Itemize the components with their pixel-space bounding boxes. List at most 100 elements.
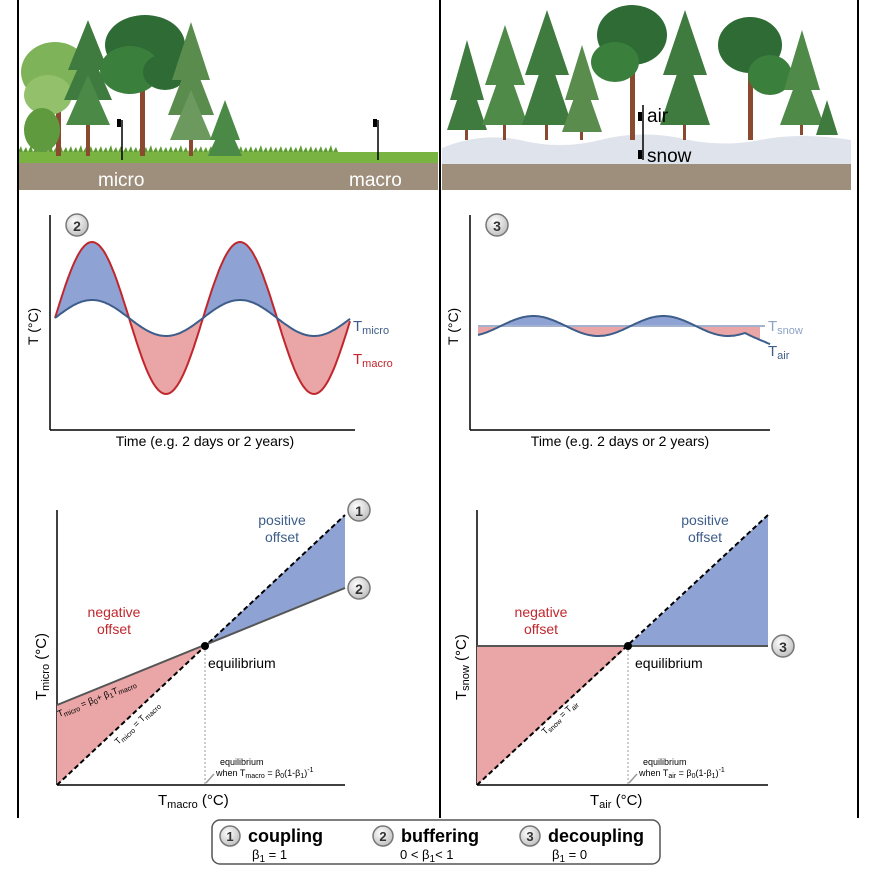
legend-formula: β1 = 0 bbox=[552, 847, 587, 865]
equilibrium-note-1: equilibrium bbox=[643, 757, 687, 767]
legend-item-decoupling: 3 decoupling β1 = 0 bbox=[519, 825, 644, 865]
negative-offset-label-2: offset bbox=[97, 621, 131, 637]
equilibrium-point bbox=[624, 642, 632, 650]
label-t-air: Tair bbox=[768, 343, 790, 362]
deciduous-tree-icon bbox=[591, 5, 667, 140]
negative-offset-fill bbox=[130, 318, 350, 394]
pine-tree-icon bbox=[447, 40, 487, 140]
svg-text:2: 2 bbox=[355, 581, 363, 597]
note-pointer bbox=[628, 773, 638, 784]
grass-left bbox=[18, 152, 438, 163]
svg-text:2: 2 bbox=[73, 218, 81, 234]
negative-offset-label-1: negative bbox=[88, 604, 141, 620]
deciduous-tree-icon bbox=[718, 17, 792, 140]
coupling-line bbox=[476, 514, 769, 786]
deciduous-tree-icon bbox=[100, 15, 187, 156]
pine-tree-icon bbox=[64, 20, 112, 156]
negative-offset-fill bbox=[478, 326, 760, 340]
scatter-right: equilibrium positive offset negative off… bbox=[453, 510, 795, 811]
label-air: air bbox=[647, 106, 669, 127]
positive-offset-label-2: offset bbox=[688, 529, 722, 545]
legend-box bbox=[211, 819, 661, 865]
badge-2-icon bbox=[372, 825, 394, 847]
label-micro: micro bbox=[98, 170, 144, 191]
legend-title: coupling bbox=[248, 826, 323, 846]
y-axis-label: T (°C) bbox=[445, 308, 461, 345]
svg-text:3: 3 bbox=[526, 829, 533, 844]
equilibrium-note-1: equilibrium bbox=[220, 757, 264, 767]
svg-text:2: 2 bbox=[379, 829, 386, 844]
equilibrium-note-2: when Tair = β0(1-β1)-1 bbox=[638, 767, 725, 780]
legend-formula: β1 = 1 bbox=[252, 847, 287, 865]
legend-title: decoupling bbox=[548, 826, 644, 846]
scatter-left: equilibrium positive offset negative off… bbox=[33, 498, 371, 811]
line-t-micro bbox=[54, 299, 351, 337]
equilibrium-label: equilibrium bbox=[208, 655, 276, 671]
badge-3-icon: 3 bbox=[771, 634, 795, 658]
grass-blades-left bbox=[18, 145, 338, 152]
label-snow: snow bbox=[647, 146, 692, 167]
negative-offset-label-2: offset bbox=[524, 621, 558, 637]
x-axis-label: Tair (°C) bbox=[590, 792, 642, 811]
x-axis-label: Time (e.g. 2 days or 2 years) bbox=[116, 433, 294, 449]
equilibrium-label: equilibrium bbox=[635, 655, 703, 671]
legend-item-coupling: 1 coupling β1 = 1 bbox=[219, 825, 323, 865]
badge-1-icon bbox=[219, 825, 241, 847]
note-pointer bbox=[205, 773, 215, 784]
positive-offset-fill bbox=[628, 515, 768, 646]
pine-tree-icon bbox=[660, 10, 710, 140]
legend-formula: 0 < β1< 1 bbox=[400, 847, 454, 865]
coupling-line bbox=[56, 514, 346, 786]
x-axis-label: Time (e.g. 2 days or 2 years) bbox=[531, 433, 709, 449]
legend-item-buffering: 2 buffering 0 < β1< 1 bbox=[372, 825, 479, 865]
sensor-macro-icon bbox=[373, 119, 379, 160]
badge-2-icon: 2 bbox=[65, 213, 89, 237]
badge-3-icon bbox=[519, 825, 541, 847]
positive-offset-label-1: positive bbox=[681, 512, 729, 528]
positive-offset-label-1: positive bbox=[258, 512, 306, 528]
ground-left bbox=[18, 162, 438, 190]
label-t-macro: Tmacro bbox=[353, 351, 393, 370]
legend-title: buffering bbox=[401, 826, 479, 846]
ground-right bbox=[442, 162, 851, 190]
svg-text:1: 1 bbox=[226, 829, 233, 844]
x-axis-label: Tmacro (°C) bbox=[158, 792, 229, 811]
positive-offset-fill bbox=[502, 316, 696, 326]
snow-layer bbox=[442, 134, 851, 164]
badge-1-icon: 1 bbox=[347, 498, 371, 522]
svg-text:1: 1 bbox=[355, 503, 363, 519]
badge-3-icon: 3 bbox=[485, 213, 509, 237]
label-t-snow: Tsnow bbox=[768, 318, 803, 337]
pine-tree-icon bbox=[168, 22, 214, 156]
y-axis-label: Tsnow (°C) bbox=[453, 634, 472, 700]
svg-text:3: 3 bbox=[493, 218, 501, 234]
y-axis-label: T (°C) bbox=[25, 308, 41, 345]
scene-left: micro macro bbox=[18, 15, 438, 191]
pine-tree-icon bbox=[562, 45, 602, 140]
scene-right: air snow bbox=[442, 5, 851, 190]
negative-offset-label-1: negative bbox=[515, 604, 568, 620]
pine-tree-icon bbox=[482, 25, 528, 140]
positive-offset-label-2: offset bbox=[265, 529, 299, 545]
buffering-line bbox=[56, 587, 346, 706]
label-t-micro: Tmicro bbox=[353, 318, 389, 337]
pine-tree-icon bbox=[522, 10, 572, 140]
badge-2-icon: 2 bbox=[347, 576, 371, 600]
panel-2: 2 T (°C) Time (e.g. 2 days or 2 years) T… bbox=[25, 213, 393, 449]
pine-tree-icon bbox=[816, 100, 838, 135]
pine-tree-icon bbox=[208, 100, 242, 156]
label-macro: macro bbox=[349, 170, 402, 191]
positive-offset-fill bbox=[56, 242, 277, 318]
y-axis-label: Tmicro (°C) bbox=[33, 633, 52, 700]
legend: 1 coupling β1 = 1 2 buffering 0 < β1< 1 … bbox=[211, 819, 661, 865]
pine-tree-icon bbox=[780, 30, 824, 135]
panel-3: 3 T (°C) Time (e.g. 2 days or 2 years) T… bbox=[445, 213, 803, 449]
line-t-air bbox=[477, 315, 771, 346]
sensor-micro-icon bbox=[117, 119, 123, 160]
equilibrium-note-2: when Tmacro = β0(1-β1)-1 bbox=[215, 767, 314, 780]
sensor-air-icon bbox=[638, 105, 644, 160]
negative-offset-fill bbox=[477, 646, 628, 785]
svg-text:3: 3 bbox=[779, 639, 787, 655]
equilibrium-point bbox=[201, 642, 209, 650]
